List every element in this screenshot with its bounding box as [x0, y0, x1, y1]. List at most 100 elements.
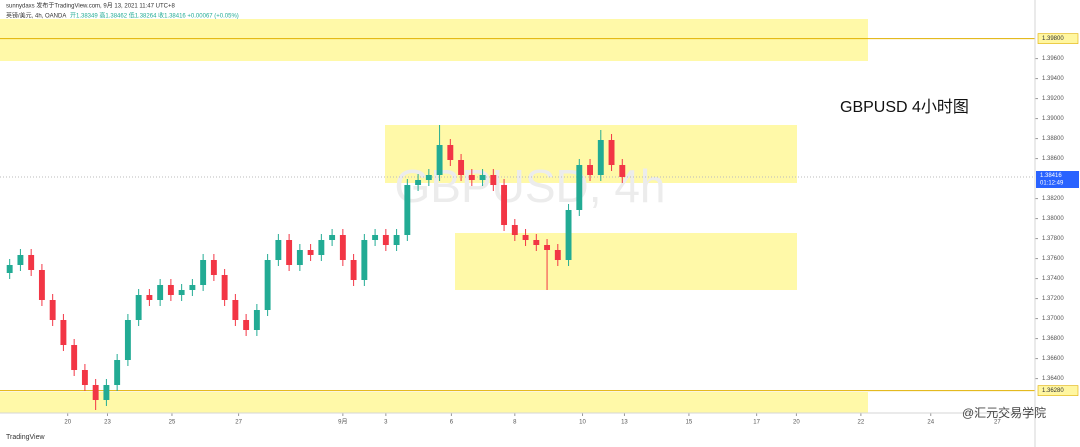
candle-body — [436, 145, 443, 175]
y-tick-label: 1.36800 — [1042, 336, 1064, 342]
candle-body — [49, 300, 56, 320]
candle-body — [350, 260, 357, 280]
zone — [455, 233, 797, 290]
candle-body — [554, 250, 561, 260]
y-tick-label: 1.37600 — [1042, 256, 1064, 262]
candle-body — [146, 295, 153, 300]
x-tick-label: 23 — [104, 420, 111, 426]
candle-body — [544, 245, 551, 250]
candle-body — [200, 260, 207, 285]
candle-body — [28, 255, 35, 270]
candle-body — [103, 385, 110, 400]
x-tick-label: 27 — [235, 420, 242, 426]
candle-body — [157, 285, 164, 300]
x-tick-label: 20 — [64, 420, 71, 426]
candle-body — [243, 320, 250, 330]
x-tick-label: 13 — [621, 420, 628, 426]
x-tick-label: 27 — [994, 420, 1001, 426]
credit: @汇元交易学院 — [962, 405, 1046, 420]
y-tick-label: 1.38000 — [1042, 216, 1064, 222]
level-label: 1.36280 — [1042, 388, 1064, 394]
candle-body — [221, 275, 228, 300]
candle-body — [608, 140, 615, 165]
y-tick-label: 1.39600 — [1042, 56, 1064, 62]
candle-body — [447, 145, 454, 160]
price-tag-label: 1.38416 — [1040, 173, 1062, 179]
candle-body — [178, 290, 185, 295]
y-tick-label: 1.36400 — [1042, 376, 1064, 382]
candle-body — [318, 240, 325, 255]
candle-body — [382, 235, 389, 245]
candle-body — [60, 320, 67, 345]
candle-body — [404, 185, 411, 235]
candle-body — [468, 175, 475, 180]
candle-body — [372, 235, 379, 240]
candle-body — [114, 360, 121, 385]
level-label: 1.39800 — [1042, 36, 1064, 42]
y-tick-label: 1.37800 — [1042, 236, 1064, 242]
candle-body — [565, 210, 572, 260]
candle-body — [307, 250, 314, 255]
x-tick-label: 24 — [927, 420, 934, 426]
price-tag — [1036, 171, 1079, 188]
y-tick-label: 1.37400 — [1042, 276, 1064, 282]
x-tick-label: 20 — [793, 420, 800, 426]
candle-body — [275, 240, 282, 260]
candle-body — [135, 295, 142, 320]
candle-body — [167, 285, 174, 295]
x-tick-label: 6 — [450, 420, 454, 426]
candle-body — [124, 320, 131, 360]
candle-body — [71, 345, 78, 370]
y-tick-label: 1.36600 — [1042, 356, 1064, 362]
x-tick-label: 22 — [858, 420, 865, 426]
candle-body — [38, 270, 45, 300]
x-tick-label: 15 — [686, 420, 693, 426]
zones — [0, 19, 868, 413]
candle-body — [264, 260, 271, 310]
candle-body — [253, 310, 260, 330]
candle-body — [210, 260, 217, 275]
candle-body — [6, 265, 13, 273]
zone — [0, 392, 868, 413]
symbol: 英镑/美元, 4h, OANDA — [6, 12, 66, 20]
y-tick-label: 1.38800 — [1042, 136, 1064, 142]
y-tick-label: 1.39400 — [1042, 76, 1064, 82]
candle-body — [17, 255, 24, 265]
candle-body — [522, 235, 529, 240]
x-tick-label: 25 — [169, 420, 176, 426]
plot: 1.39600 1.39400 1.39200 1.39000 1.38800 1.386… — [0, 33, 1079, 426]
countdown: 01:12:49 — [1040, 181, 1064, 187]
candle-body — [619, 165, 626, 177]
candle-body — [597, 140, 604, 175]
candle-body — [415, 180, 422, 185]
candle-body — [425, 175, 432, 180]
candle-body — [587, 165, 594, 175]
candle-body — [501, 185, 508, 225]
candle-body — [361, 240, 368, 280]
ohlc: 开1.38349 高1.38462 低1.38264 收1.38416 +0.0… — [70, 12, 239, 20]
y-tick-label: 1.39200 — [1042, 96, 1064, 102]
candle-body — [339, 235, 346, 260]
candle-body — [92, 385, 99, 400]
level-tag — [1037, 385, 1079, 396]
candle-body — [81, 370, 88, 385]
brand: TradingView — [6, 434, 45, 441]
x-tick-label: 17 — [753, 420, 760, 426]
candle-body — [286, 240, 293, 265]
level-tag — [1037, 33, 1079, 44]
candle-body — [458, 160, 465, 175]
candle-body — [189, 285, 196, 290]
chart-title: GBPUSD 4小时图 — [840, 98, 969, 116]
y-tick-label: 1.37000 — [1042, 316, 1064, 322]
candle-body — [393, 235, 400, 245]
y-tick-label: 1.38200 — [1042, 196, 1064, 202]
candle-body — [296, 250, 303, 265]
zone — [0, 19, 868, 61]
candle-body — [479, 175, 486, 180]
x-tick-label: 9月 — [338, 419, 347, 426]
candle-body — [329, 235, 336, 240]
x-tick-label: 10 — [579, 420, 586, 426]
